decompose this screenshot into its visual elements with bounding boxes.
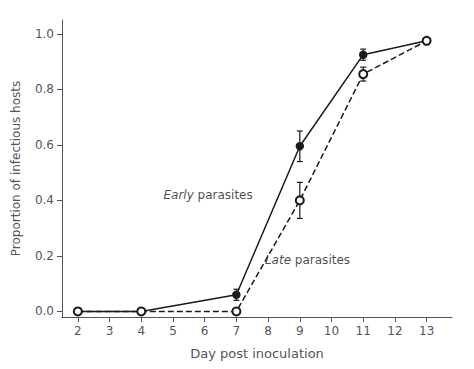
- svg-text:3: 3: [106, 324, 114, 338]
- svg-text:Early: Early: [163, 188, 194, 202]
- svg-text:1.0: 1.0: [35, 27, 54, 41]
- svg-text:9: 9: [296, 324, 304, 338]
- svg-text:0.2: 0.2: [35, 249, 54, 263]
- svg-text:11: 11: [356, 324, 371, 338]
- svg-text:Late: Late: [265, 253, 291, 267]
- svg-text:2: 2: [74, 324, 82, 338]
- svg-text:0.4: 0.4: [35, 193, 54, 207]
- svg-text:0.8: 0.8: [35, 82, 54, 96]
- svg-text:6: 6: [201, 324, 209, 338]
- svg-text:Proportion of infectious hosts: Proportion of infectious hosts: [9, 81, 23, 256]
- svg-text:Day post inoculation: Day post inoculation: [190, 346, 324, 361]
- svg-text:0.0: 0.0: [35, 304, 54, 318]
- svg-text:13: 13: [419, 324, 434, 338]
- svg-text:10: 10: [324, 324, 339, 338]
- svg-text:8: 8: [264, 324, 272, 338]
- svg-text:parasites: parasites: [194, 188, 253, 202]
- svg-text:12: 12: [387, 324, 402, 338]
- svg-text:0.6: 0.6: [35, 138, 54, 152]
- svg-text:parasites: parasites: [291, 253, 350, 267]
- svg-text:4: 4: [137, 324, 145, 338]
- svg-text:7: 7: [233, 324, 241, 338]
- svg-text:5: 5: [169, 324, 177, 338]
